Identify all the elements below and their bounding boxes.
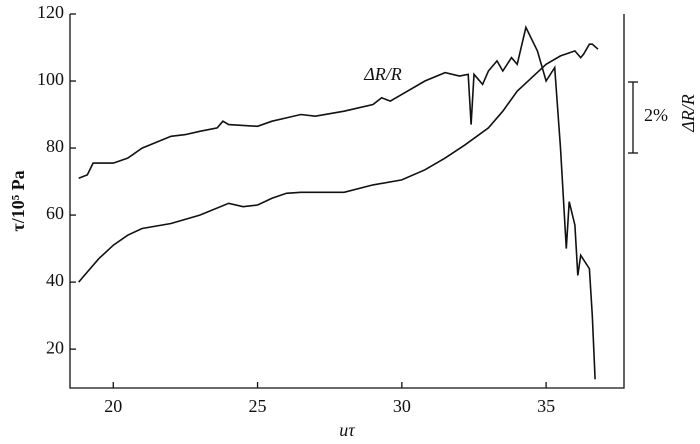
axis-frame xyxy=(69,14,625,389)
y-axis-label: τ/10⁵ Pa xyxy=(8,170,28,231)
curve-annotation: ΔR/R xyxy=(363,64,402,84)
x-tick-label: 20 xyxy=(104,396,122,416)
data-line xyxy=(78,25,596,380)
y-tick-label: 100 xyxy=(37,69,64,89)
scale-bar-title: ΔR/R xyxy=(678,94,698,133)
data-line xyxy=(78,43,599,283)
y-tick-label: 60 xyxy=(46,203,64,223)
x-axis-label: uτ xyxy=(339,420,355,440)
y-tick-label: 40 xyxy=(46,270,64,290)
x-tick-label: 35 xyxy=(537,396,555,416)
scale-bar-label: 2% xyxy=(644,105,668,125)
y-tick-label: 120 xyxy=(37,2,64,22)
y-tick-label: 80 xyxy=(46,136,64,156)
y-tick-label: 20 xyxy=(46,337,64,357)
x-tick-label: 25 xyxy=(249,396,267,416)
x-tick-label: 30 xyxy=(393,396,411,416)
